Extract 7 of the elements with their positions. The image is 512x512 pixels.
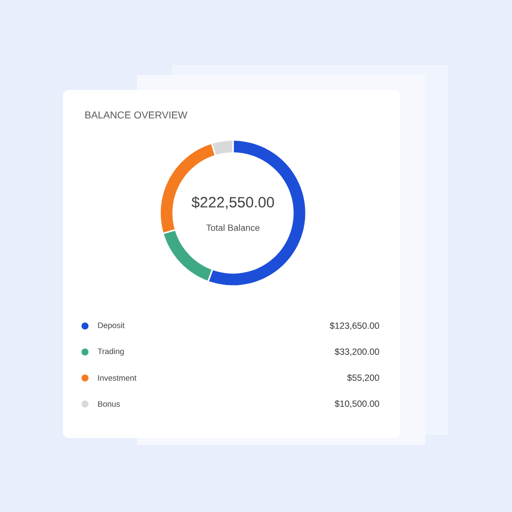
text: Total Balance: [206, 224, 260, 231]
chart-title: BALANCE OVERVIEW: [85, 111, 188, 119]
data-label: $10,500.00: [334, 400, 380, 408]
data-label: $55,200: [347, 374, 380, 382]
text: $222,550.00: [192, 196, 274, 210]
data-label: $123,650.00: [330, 322, 380, 330]
data-label: $33,200.00: [334, 348, 380, 356]
